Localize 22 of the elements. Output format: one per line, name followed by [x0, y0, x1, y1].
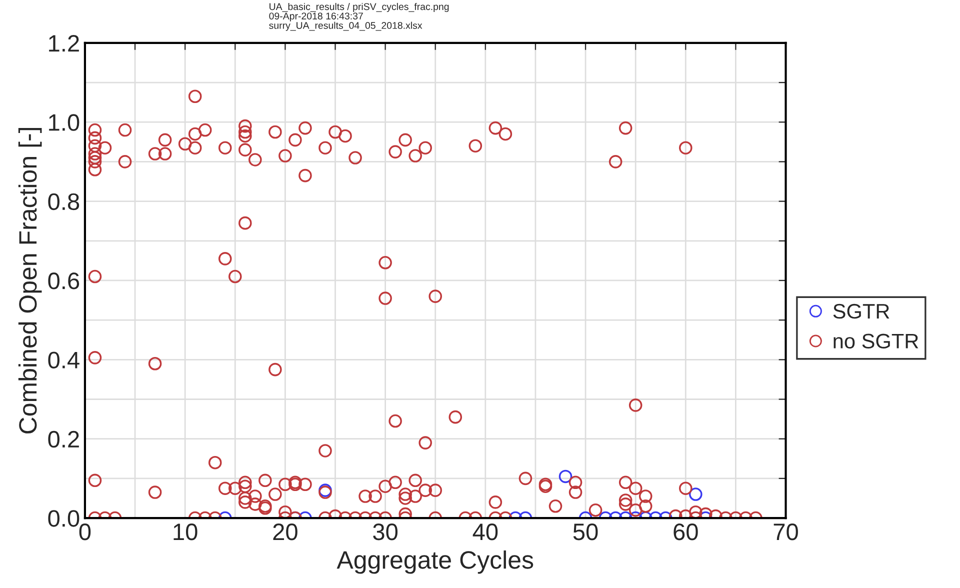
text: surry_UA_results_04_05_2018.xlsx — [269, 22, 422, 31]
y-tick-label: 0.8 — [48, 193, 80, 210]
y-tick-label: 1.0 — [49, 114, 80, 131]
x-tick-label: 40 — [472, 524, 498, 540]
x-tick-label: 70 — [774, 524, 798, 540]
y-tick-label: 0.4 — [48, 352, 80, 368]
x-tick-label: 20 — [273, 524, 298, 540]
x-tick-label: 0 — [79, 524, 91, 540]
y-tick-label: 0.6 — [48, 272, 80, 290]
y-axis-title: Combined Open Fraction [-] — [18, 128, 42, 434]
x-tick-label: 60 — [674, 524, 698, 540]
legend-label: SGTR — [833, 304, 890, 319]
x-tick-label: 10 — [174, 524, 198, 540]
text: UA_basic_results / priSV_cycles_frac.png — [270, 2, 449, 12]
y-tick-label: 0.2 — [48, 430, 79, 448]
text: 09-Apr-2018 16:43:37 — [269, 12, 363, 22]
legend-label: no SGTR — [834, 334, 918, 348]
y-tick-label: 1.2 — [49, 34, 79, 52]
x-tick-label: 30 — [373, 524, 398, 540]
x-tick-label: 50 — [573, 524, 598, 540]
y-tick-label: 0.0 — [48, 510, 80, 527]
x-axis-title: Aggregate Cycles — [336, 550, 534, 574]
